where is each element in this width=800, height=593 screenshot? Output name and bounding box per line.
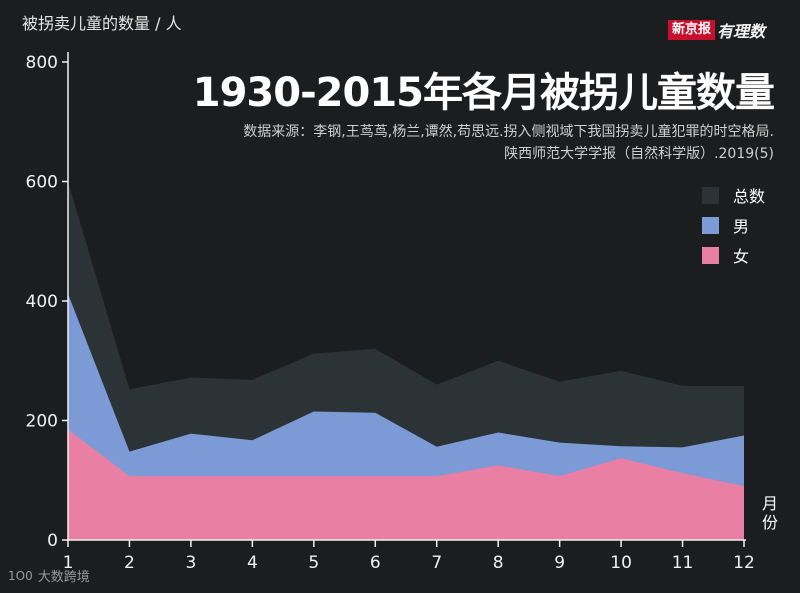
x-tick-label-10: 10 xyxy=(610,553,632,573)
x-tick-label-3: 3 xyxy=(185,553,196,573)
x-tick-label-1: 1 xyxy=(63,553,74,573)
y-tick-label-800: 800 xyxy=(26,53,58,73)
x-axis-label: 月份 xyxy=(762,494,779,532)
x-tick-label-11: 11 xyxy=(672,553,694,573)
column-name: 有理数 xyxy=(717,22,766,41)
publisher-logo: 新京报 有理数 xyxy=(668,18,765,42)
watermark-logo: 1O0 xyxy=(8,568,33,583)
x-tick-label-6: 6 xyxy=(370,553,381,573)
y-tick-label-0: 0 xyxy=(47,531,58,551)
legend-item-female: 女 xyxy=(702,240,765,270)
y-tick-label-600: 600 xyxy=(26,173,58,193)
area-female xyxy=(68,429,744,540)
watermark: 1O0 大数跨境 xyxy=(8,566,90,586)
source-line-2: 陕西师范大学学报（自然科学版）.2019(5) xyxy=(504,146,774,162)
x-tick-label-2: 2 xyxy=(124,553,135,573)
chart-title: 1930-2015年各月被拐儿童数量 xyxy=(192,70,775,116)
publisher-name: 新京报 xyxy=(668,20,716,40)
legend-item-male: 男 xyxy=(702,210,765,240)
y-axis-label: 被拐卖儿童的数量 / 人 xyxy=(22,14,182,33)
legend-item-total: 总数 xyxy=(702,180,765,210)
x-tick-label-7: 7 xyxy=(431,553,442,573)
legend-swatch-male xyxy=(702,216,719,234)
y-tick-label-400: 400 xyxy=(26,292,58,312)
data-source: 数据来源：李钢,王茑茑,杨兰,谭然,苟思远.拐入侧视域下我国拐卖儿童犯罪的时空格… xyxy=(243,121,774,165)
legend-label-female: 女 xyxy=(733,247,750,266)
x-tick-label-8: 8 xyxy=(493,553,504,573)
y-tick-label-200: 200 xyxy=(26,412,58,432)
x-tick-label-5: 5 xyxy=(308,553,319,573)
legend: 总数 男 女 xyxy=(702,180,765,270)
source-line-1: 数据来源：李钢,王茑茑,杨兰,谭然,苟思远.拐入侧视域下我国拐卖儿童犯罪的时空格… xyxy=(243,124,774,140)
legend-label-total: 总数 xyxy=(733,187,766,206)
x-tick-label-12: 12 xyxy=(733,553,755,573)
watermark-text: 大数跨境 xyxy=(37,570,90,585)
legend-swatch-female xyxy=(702,246,719,264)
legend-swatch-total xyxy=(702,186,719,204)
x-tick-label-4: 4 xyxy=(247,553,258,573)
legend-label-male: 男 xyxy=(733,217,750,236)
x-tick-label-9: 9 xyxy=(554,553,565,573)
